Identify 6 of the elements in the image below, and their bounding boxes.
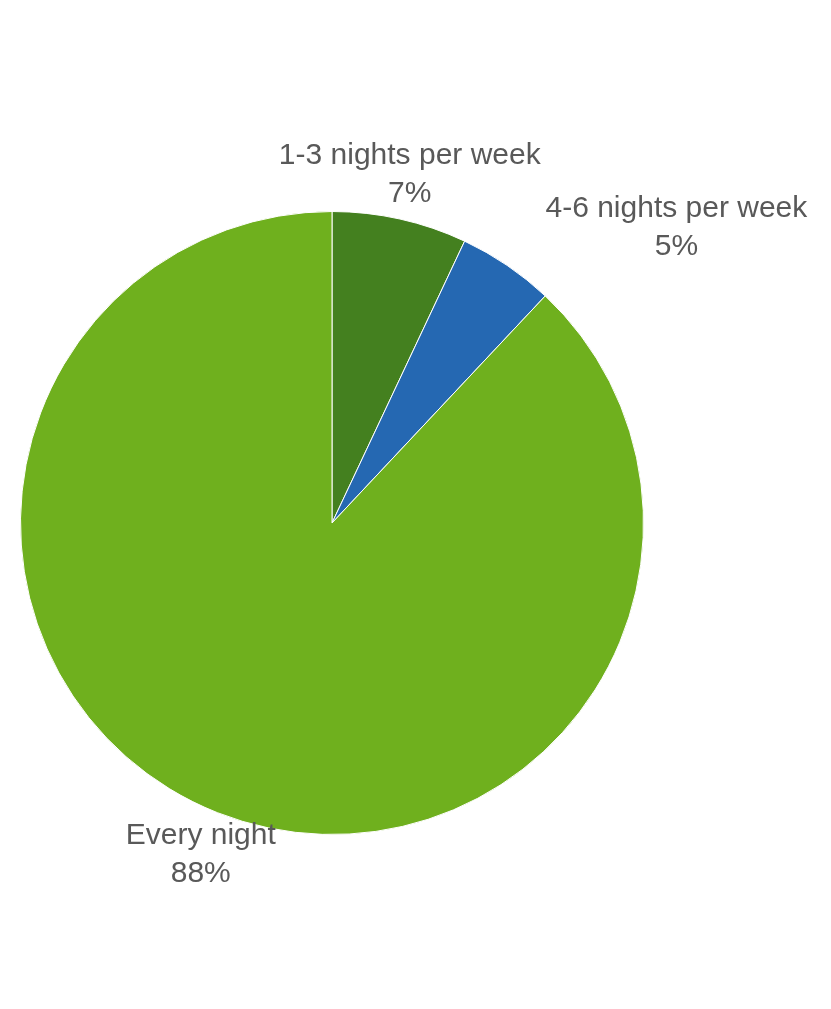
- slice-label: 1-3 nights per week: [278, 137, 542, 171]
- slice-label: Every night: [125, 816, 277, 850]
- data-label: 7%: [388, 175, 432, 209]
- data-label: 5%: [654, 228, 699, 262]
- slice-label: 4-6 nights per week: [545, 190, 809, 224]
- data-label: 88%: [170, 854, 231, 888]
